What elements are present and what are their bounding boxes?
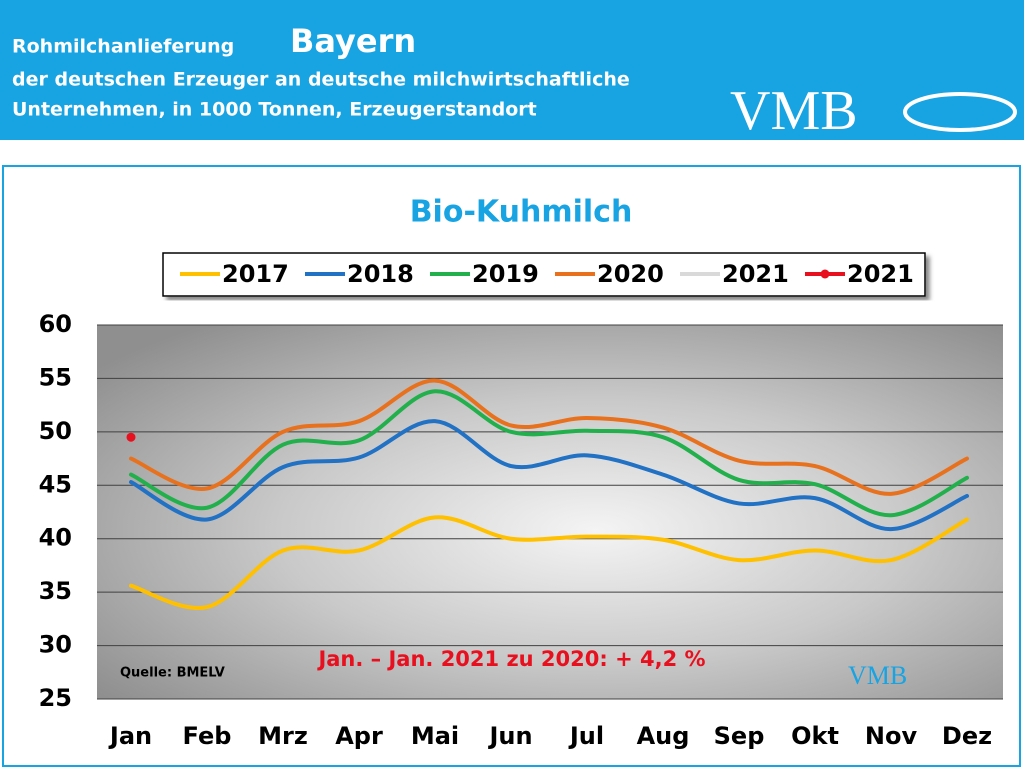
x-tick-label: Dez — [942, 722, 992, 750]
header-band — [0, 0, 1024, 140]
logo-swirl — [903, 92, 1017, 132]
y-tick-label: 30 — [39, 631, 72, 659]
x-tick-label: Sep — [714, 722, 765, 750]
x-tick-label: Aug — [637, 722, 690, 750]
x-tick-label: Jul — [568, 722, 604, 750]
x-tick-label: Jun — [487, 722, 532, 750]
legend-marker — [820, 269, 830, 279]
series-line — [129, 378, 969, 496]
legend-label: 2017 — [222, 260, 289, 288]
plot-area — [97, 325, 1003, 699]
header-line: der deutschen Erzeuger an deutsche milch… — [12, 69, 630, 91]
x-tick-label: Nov — [865, 722, 918, 750]
legend — [162, 252, 926, 297]
x-tick-label: Feb — [183, 722, 232, 750]
series-line — [129, 419, 969, 532]
annotation: Jan. – Jan. 2021 zu 2020: + 4,2 % — [316, 647, 705, 671]
series-line — [129, 515, 969, 611]
point — [126, 432, 136, 442]
logo: VMB — [730, 80, 858, 142]
x-tick-label: Mai — [411, 722, 459, 750]
y-tick-label: 45 — [39, 470, 72, 498]
x-tick-label: Jan — [108, 722, 152, 750]
legend-label: 2019 — [472, 260, 539, 288]
y-tick-label: 55 — [39, 363, 72, 391]
source: Quelle: BMELV — [120, 666, 225, 681]
y-tick-label: 35 — [39, 577, 72, 605]
legend-label: 2020 — [597, 260, 664, 288]
legend-label: 2021 — [847, 260, 914, 288]
x-tick-label: Okt — [791, 722, 839, 750]
header-line: Unternehmen, in 1000 Tonnen, Erzeugersta… — [12, 99, 537, 121]
legend-label: 2018 — [347, 260, 414, 288]
x-tick-label: Apr — [335, 722, 383, 750]
header-region: Bayern — [290, 22, 416, 60]
chart-title: Bio-Kuhmilch — [410, 195, 633, 230]
legend-label: 2021 — [722, 260, 789, 288]
x-tick-label: Mrz — [258, 722, 308, 750]
y-tick-label: 25 — [39, 684, 72, 712]
y-tick-label: 60 — [39, 310, 72, 338]
header-title: Rohmilchanlieferung — [12, 36, 234, 58]
y-tick-label: 50 — [39, 417, 72, 445]
chart-logo: VMB — [848, 661, 907, 690]
series-line — [129, 389, 969, 518]
y-tick-label: 40 — [39, 524, 72, 552]
